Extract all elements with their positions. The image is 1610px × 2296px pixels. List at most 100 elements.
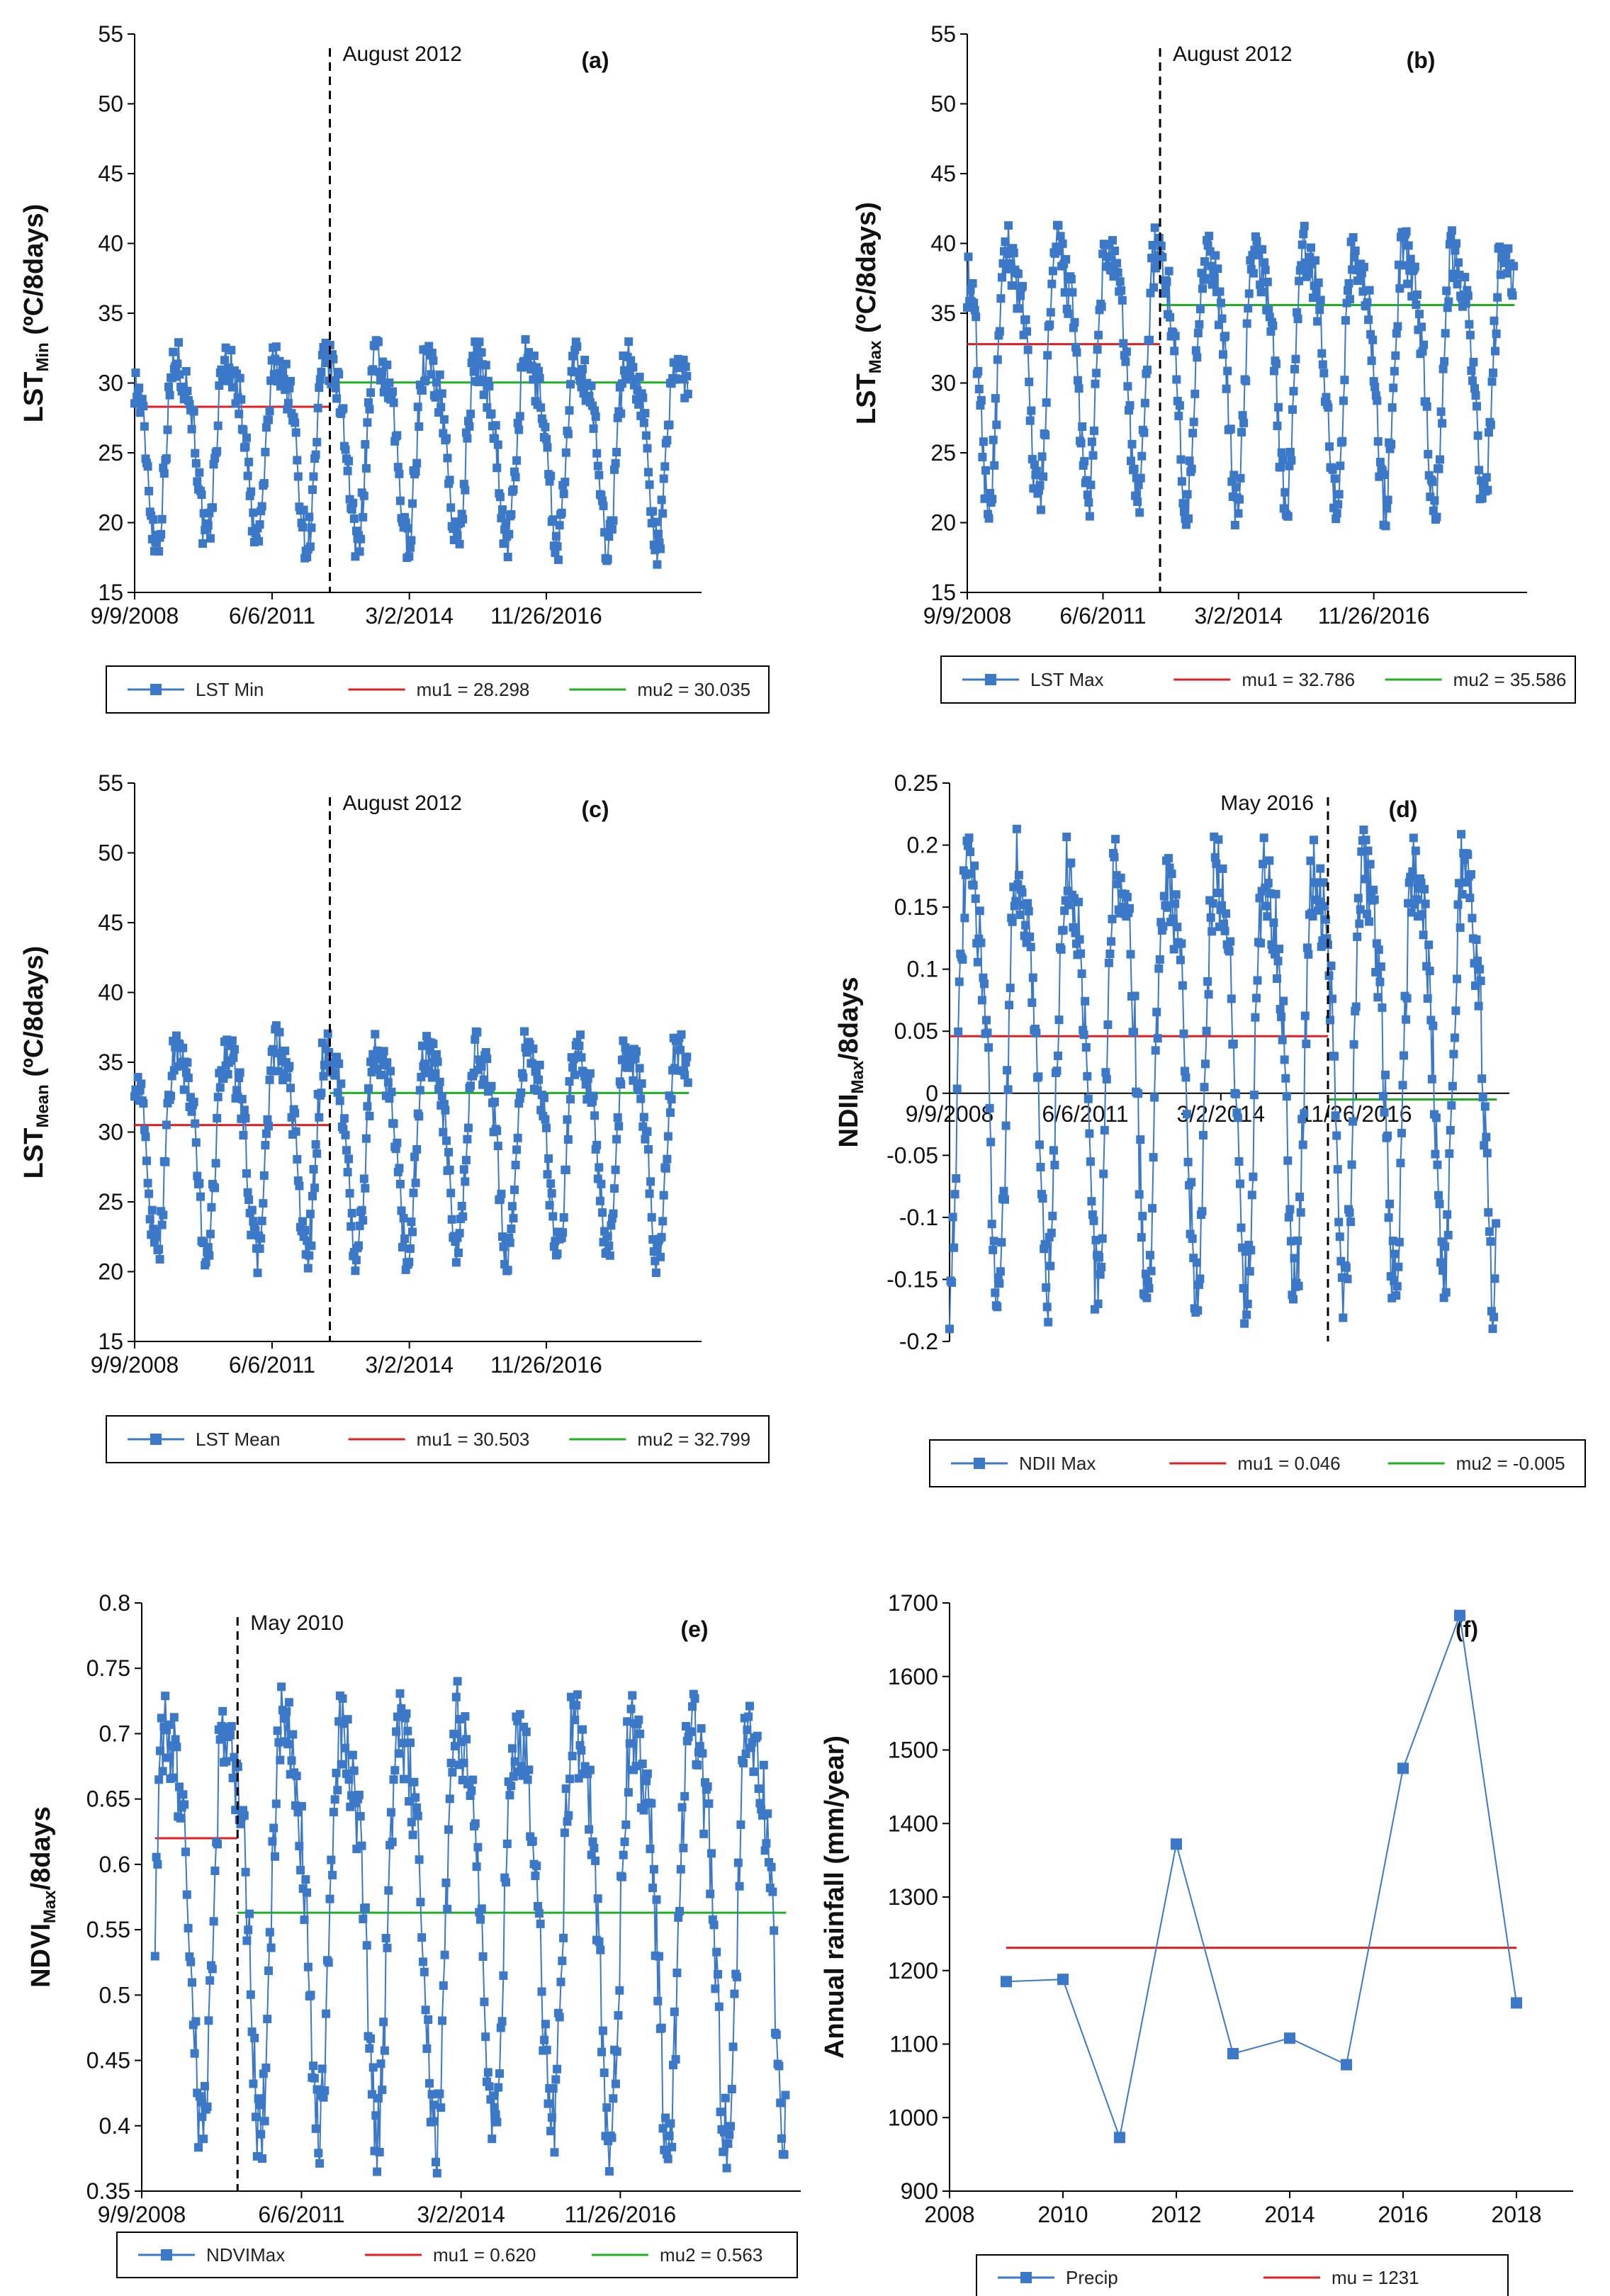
- data-point: [300, 1915, 309, 1925]
- data-point: [496, 2023, 505, 2032]
- legend-box: [106, 665, 770, 714]
- data-point: [397, 1206, 406, 1215]
- data-point: [140, 422, 149, 431]
- data-point: [976, 395, 986, 405]
- data-point: [1001, 1195, 1009, 1204]
- data-point: [535, 373, 544, 383]
- data-point: [1349, 1040, 1358, 1049]
- data-point: [677, 1803, 687, 1812]
- data-point: [162, 454, 171, 463]
- data-point: [373, 2167, 382, 2176]
- data-point: [159, 1210, 168, 1220]
- data-point: [1396, 1159, 1405, 1168]
- data-point: [688, 1702, 697, 1711]
- data-point: [1376, 962, 1385, 972]
- data-point: [563, 1135, 573, 1144]
- data-point: [1229, 1040, 1238, 1048]
- data-point: [483, 1054, 492, 1064]
- y-tick-label: 25: [98, 1189, 123, 1215]
- data-point: [555, 521, 564, 530]
- y-axis-label-main: NDVI: [26, 1923, 56, 1988]
- data-point: [1424, 449, 1433, 458]
- data-point: [137, 1079, 146, 1088]
- y-axis-label-main: LST: [19, 1128, 49, 1179]
- data-point: [1421, 899, 1430, 908]
- y-tick-label: 0.7: [99, 1721, 130, 1746]
- data-point: [1409, 833, 1418, 843]
- data-point: [347, 1208, 356, 1217]
- data-point: [155, 1255, 164, 1264]
- data-point: [1042, 1302, 1052, 1312]
- data-point: [189, 407, 198, 416]
- data-point: [1478, 1093, 1487, 1102]
- data-point: [371, 1030, 380, 1039]
- data-point: [257, 1216, 266, 1225]
- data-point: [605, 1251, 614, 1260]
- data-point: [1265, 856, 1274, 865]
- data-point: [1397, 1128, 1406, 1137]
- data-point: [295, 1842, 304, 1851]
- data-point: [1383, 495, 1392, 505]
- data-point: [347, 505, 356, 514]
- data-point: [1127, 456, 1135, 466]
- data-point: [1307, 243, 1315, 252]
- data-point: [1103, 1020, 1113, 1029]
- data-point: [948, 1212, 957, 1222]
- data-point: [499, 539, 508, 548]
- data-point: [611, 458, 620, 468]
- data-point: [1295, 1193, 1305, 1201]
- data-point: [300, 1225, 310, 1234]
- data-point: [275, 1028, 284, 1037]
- data-point: [247, 1205, 257, 1215]
- data-point: [537, 1987, 546, 1996]
- data-point: [341, 445, 350, 454]
- data-point: [1328, 465, 1337, 474]
- data-point: [521, 334, 530, 344]
- data-point: [1290, 1254, 1299, 1263]
- data-point: [1300, 1011, 1310, 1020]
- data-point: [1482, 1132, 1491, 1142]
- data-point: [361, 1903, 370, 1912]
- data-point: [1181, 1073, 1190, 1082]
- y-tick-label: 20: [930, 510, 956, 536]
- data-point: [988, 495, 997, 504]
- data-point: [1331, 1111, 1340, 1120]
- data-point: [183, 386, 192, 395]
- data-point: [297, 1801, 306, 1811]
- data-point: [198, 2112, 207, 2122]
- x-tick-label: 3/2/2014: [417, 2202, 505, 2227]
- data-point: [1151, 1046, 1160, 1055]
- data-point: [365, 1111, 374, 1120]
- data-point: [1492, 330, 1501, 339]
- data-point: [1473, 957, 1482, 965]
- data-point: [1378, 1091, 1387, 1101]
- data-point: [1222, 384, 1231, 393]
- data-point: [1368, 335, 1378, 344]
- data-point: [454, 1248, 463, 1257]
- data-point: [445, 1794, 454, 1803]
- data-point: [293, 456, 302, 465]
- data-point: [546, 471, 556, 480]
- data-point: [386, 1808, 395, 1817]
- data-point: [263, 1115, 272, 1124]
- data-point: [347, 1222, 356, 1231]
- data-point: [1084, 498, 1093, 507]
- data-point: [1374, 945, 1383, 955]
- data-point: [565, 1774, 575, 1784]
- data-point: [592, 449, 602, 458]
- data-point: [180, 1800, 189, 1809]
- data-point: [513, 418, 522, 427]
- data-point: [380, 2046, 389, 2055]
- data-point: [343, 1715, 352, 1724]
- data-point: [492, 463, 502, 473]
- data-point: [1114, 2132, 1125, 2144]
- legend-entry: mu2 = 35.586: [1453, 669, 1567, 690]
- data-point: [1142, 1293, 1152, 1302]
- data-point: [1480, 1102, 1490, 1111]
- data-point: [1367, 356, 1376, 366]
- data-point: [493, 1142, 502, 1151]
- x-tick-label: 11/26/2016: [1318, 603, 1430, 629]
- data-point: [591, 1856, 600, 1865]
- data-point: [366, 388, 376, 397]
- data-point: [1395, 284, 1404, 293]
